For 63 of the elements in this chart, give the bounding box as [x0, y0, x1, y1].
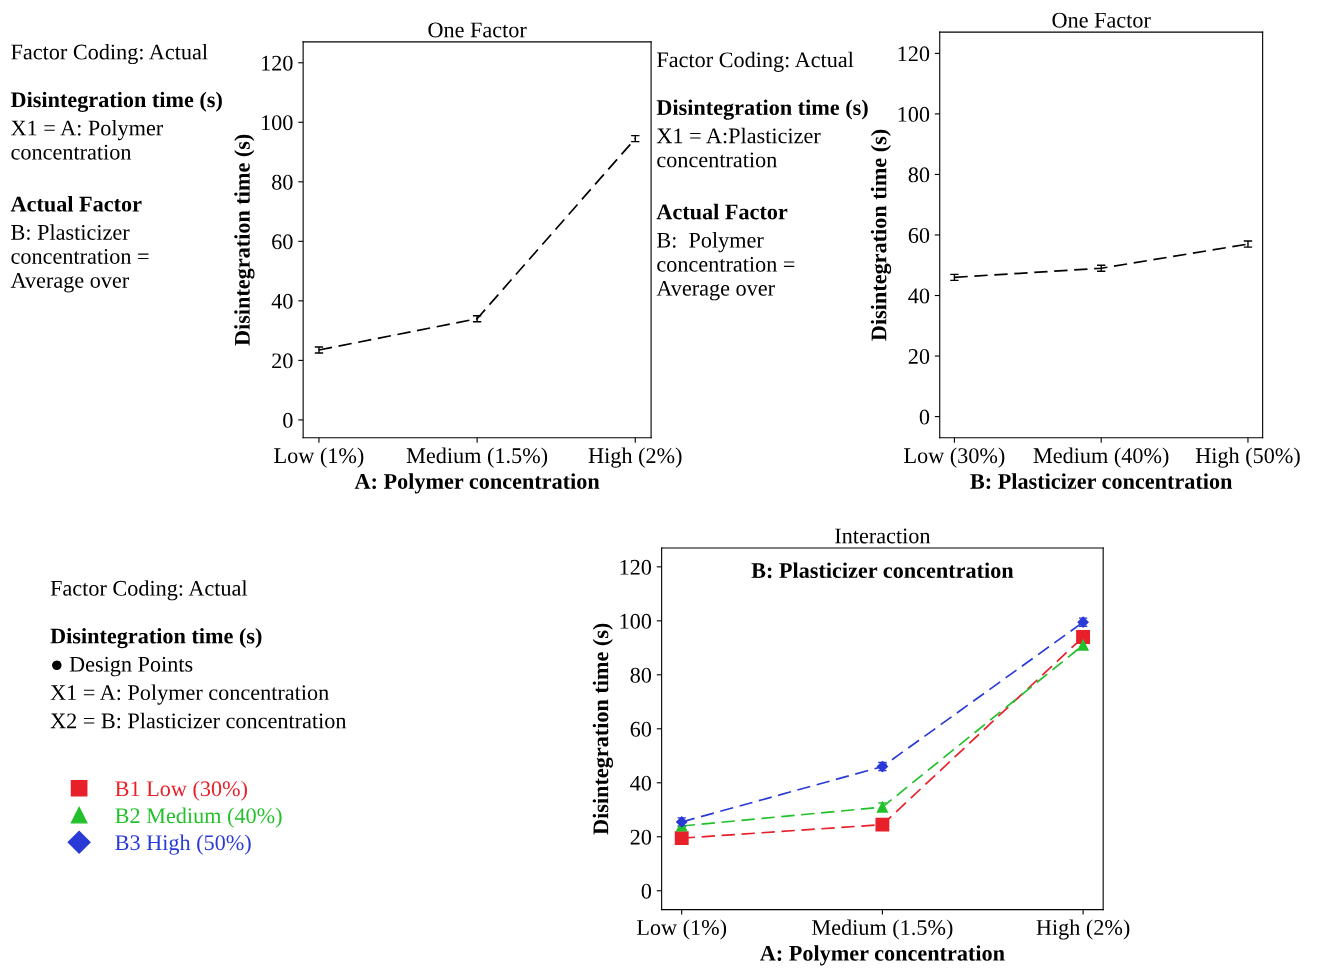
point [674, 831, 689, 846]
legend-label: B3 High (50%) [115, 834, 251, 855]
y-tick-label: 100 [898, 106, 930, 122]
y-tick-label: 60 [908, 227, 930, 243]
text: X2 = B: Plasticizer concentration [50, 712, 347, 729]
y-tick-label: 60 [272, 234, 293, 250]
y-tick-label: 100 [620, 613, 652, 629]
text: Factor Coding: Actual [657, 51, 854, 72]
y-tick-label: 120 [898, 46, 930, 62]
y-axis-title: Disintegration time (s) [234, 134, 255, 346]
x-tick-label: Medium (1.5%) [812, 919, 953, 940]
y-tick-label: 80 [272, 174, 293, 190]
x-tick-label: High (50%) [1195, 447, 1300, 468]
x-axis-title: B: Plasticizer concentration [970, 473, 1233, 489]
text: Disintegration time (s) [656, 99, 868, 120]
y-tick-label: 100 [262, 115, 293, 131]
y-tick-label: 20 [272, 353, 293, 369]
text: Factor Coding: Actual [11, 43, 208, 65]
text: Disintegration time (s) [50, 627, 262, 649]
chart-title: Interaction [835, 528, 931, 544]
chart-title: One Factor [1052, 12, 1151, 28]
x-tick-label: High (2%) [1036, 919, 1130, 940]
point [1076, 630, 1091, 644]
y-tick-label: 40 [908, 288, 930, 304]
text: Disintegration time (s) [10, 91, 222, 112]
x-tick-label: High (2%) [588, 447, 682, 468]
y-tick-label: 80 [908, 167, 930, 183]
y-tick-label: 120 [620, 559, 652, 575]
y-tick-label: 0 [919, 409, 930, 425]
x-axis-title: A: Polymer concentration [760, 945, 1005, 966]
y-tick-label: 0 [283, 412, 293, 428]
text: Actual Factor [656, 203, 788, 220]
text: Actual Factor [10, 195, 142, 212]
text: Factor Coding: Actual [50, 580, 248, 601]
x-tick-label: Low (30%) [904, 447, 1005, 468]
y-tick-label: 120 [262, 55, 293, 71]
text: B: Plasticizer concentration [751, 562, 1014, 579]
y-tick-label: 20 [908, 348, 930, 364]
y-tick-label: 60 [630, 721, 652, 737]
x-tick-label: Medium (40%) [1033, 447, 1169, 468]
y-tick-label: 40 [630, 775, 652, 791]
text: X1 = A: Polymer concentration [11, 119, 164, 160]
text: X1 = A: Polymer concentration [50, 684, 329, 705]
text: B: Plasticizer concentration = Average over [10, 224, 149, 293]
legend-label: B1 Low (30%) [115, 780, 248, 801]
point [875, 817, 890, 832]
y-tick-label: 40 [271, 293, 293, 309]
text: ● Design Points [52, 656, 193, 677]
x-tick-label: Low (1%) [274, 447, 364, 468]
x-tick-label: Medium (1.5%) [406, 447, 548, 468]
legend-label: B2 Medium (40%) [115, 807, 282, 828]
text: X1 = A:Plasticizer concentration [656, 127, 821, 168]
y-axis-title: Disintegration time (s) [870, 129, 892, 341]
y-axis-title: Disintegration time (s) [592, 623, 614, 835]
point [1077, 639, 1089, 651]
y-tick-label: 20 [630, 829, 652, 845]
x-axis-title: A: Polymer concentration [354, 473, 600, 494]
text: B: Polymer concentration = Average over [656, 232, 795, 301]
point [876, 801, 888, 813]
x-tick-label: Low (1%) [636, 919, 727, 940]
chart-title: One Factor [428, 22, 527, 38]
y-tick-label: 0 [641, 883, 652, 899]
y-tick-label: 80 [630, 667, 652, 683]
